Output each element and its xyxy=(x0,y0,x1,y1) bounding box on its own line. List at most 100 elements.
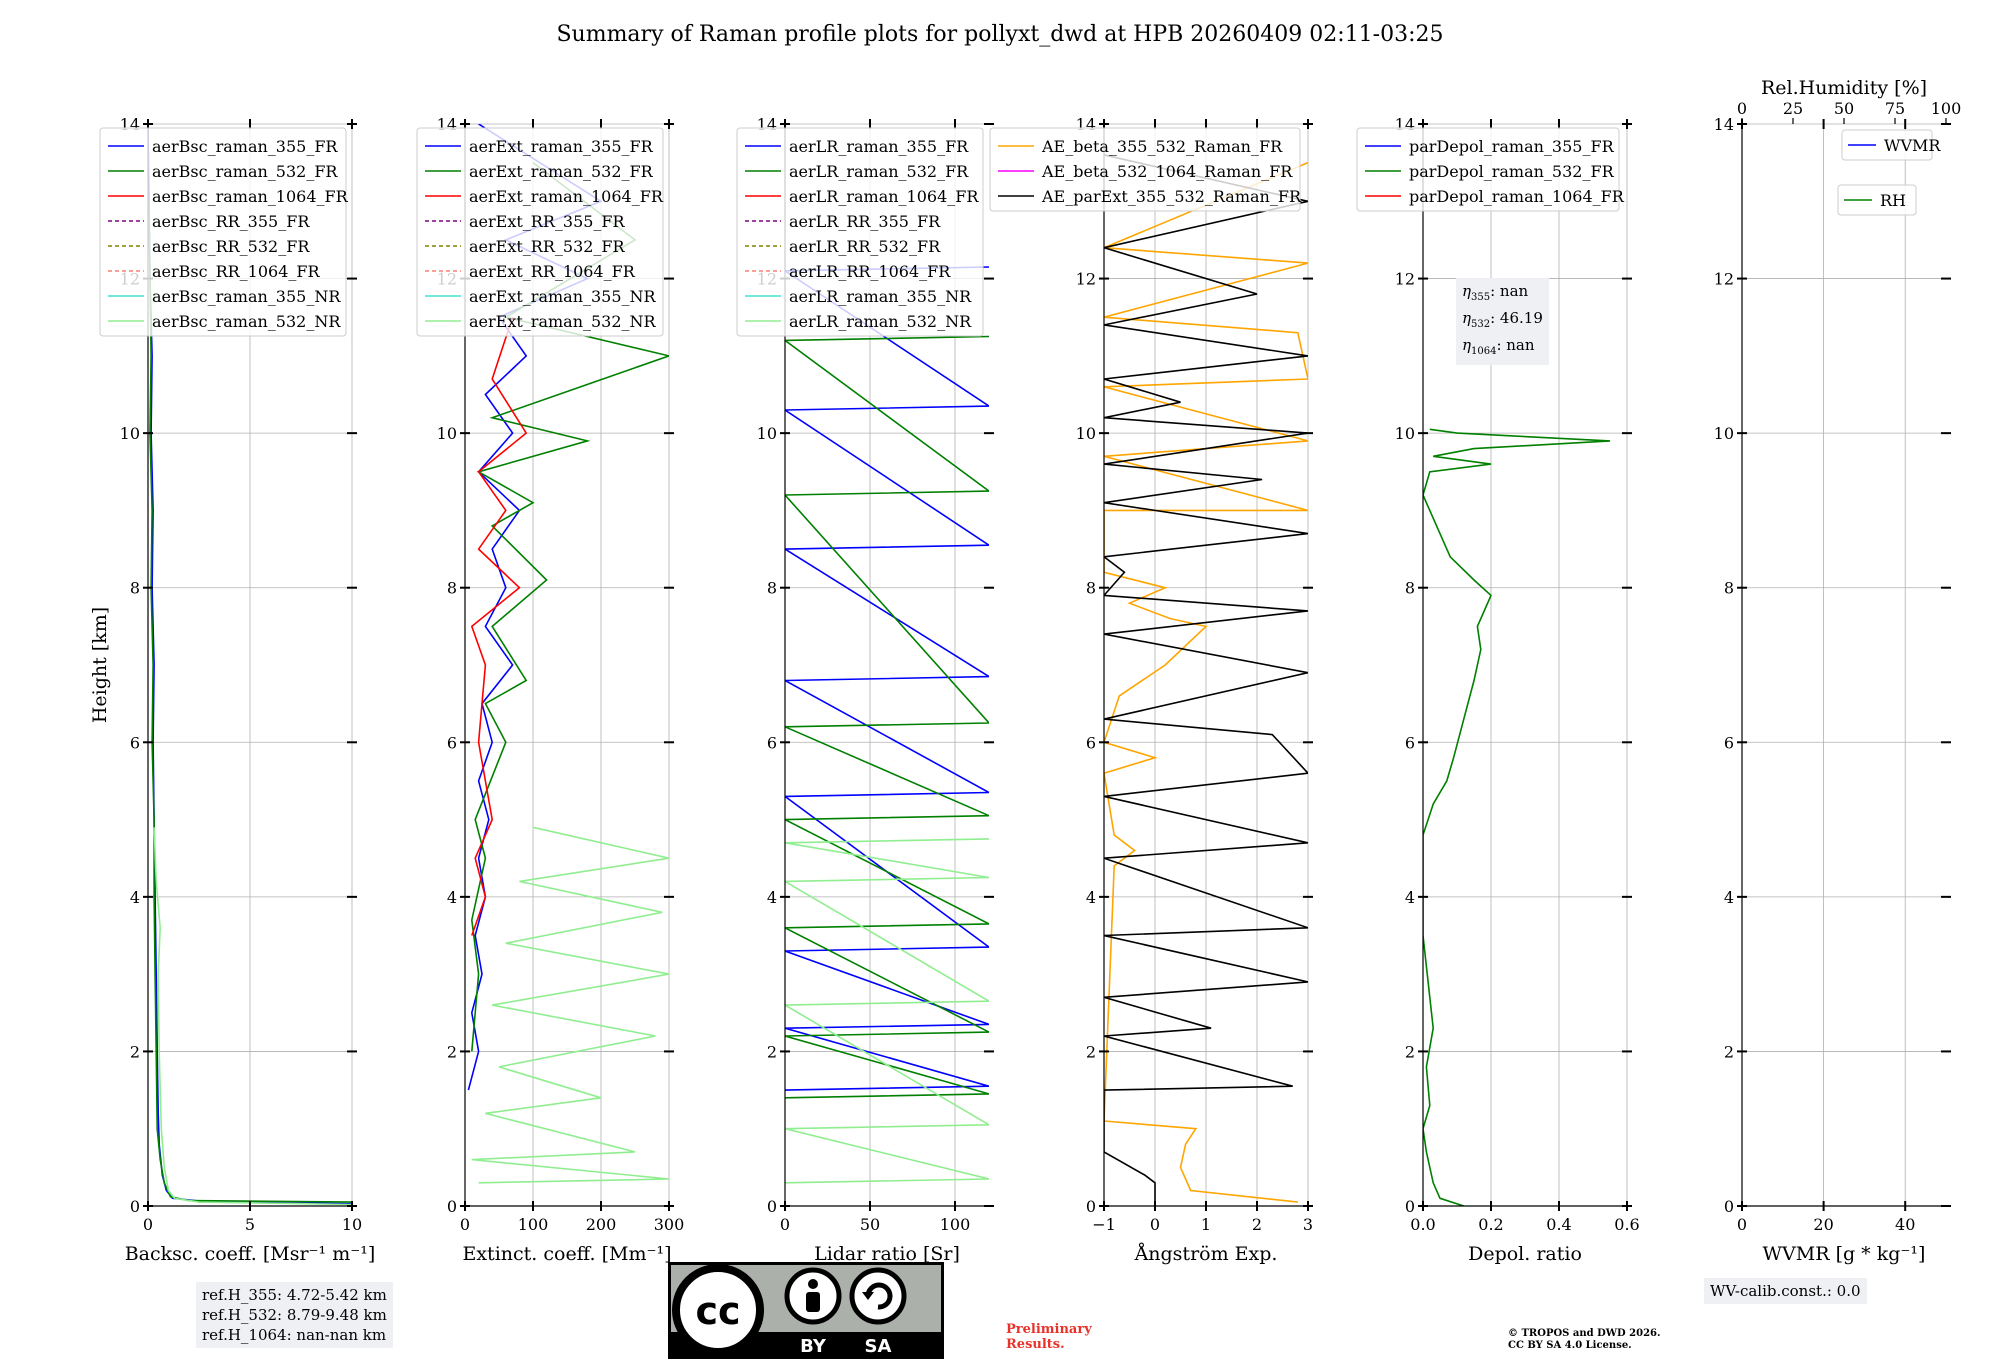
legend-label: aerExt_RR_532_FR xyxy=(469,237,626,256)
sa-icon-arrow xyxy=(865,1282,893,1310)
legend-label: aerBsc_RR_1064_FR xyxy=(152,262,321,281)
legend-label: aerBsc_raman_532_NR xyxy=(152,312,341,331)
top-tick-label: 25 xyxy=(1783,99,1803,118)
legend-box xyxy=(99,127,347,337)
x-axis-label: Depol. ratio xyxy=(1468,1243,1582,1265)
top-axis-label: Rel.Humidity [%] xyxy=(1761,77,1927,99)
legend-box xyxy=(1837,184,1917,216)
legend-label: AE_parExt_355_532_Raman_FR xyxy=(1041,187,1302,206)
figure-title: Summary of Raman profile plots for polly… xyxy=(556,22,1444,47)
x-tick-label: 200 xyxy=(586,1215,617,1234)
wv-calib-box: WV-calib.const.: 0.0 xyxy=(1704,1278,1867,1304)
badge-by-text: BY xyxy=(800,1336,827,1357)
x-tick-label: −1 xyxy=(1092,1215,1116,1234)
x-tick-label: 50 xyxy=(860,1215,880,1234)
x-tick-label: 100 xyxy=(940,1215,971,1234)
eta-box: η355: nan η532: 46.19 η1064: nan xyxy=(1456,278,1549,365)
y-tick-label: 2 xyxy=(1405,1042,1415,1061)
y-tick-label: 0 xyxy=(767,1197,777,1216)
y-tick-label: 8 xyxy=(130,579,140,598)
y-tick-label: 2 xyxy=(447,1042,457,1061)
legend-label: aerExt_raman_532_FR xyxy=(469,162,654,181)
x-tick-label: 100 xyxy=(518,1215,549,1234)
by-icon-head xyxy=(808,1279,818,1289)
legend-label: aerBsc_raman_1064_FR xyxy=(152,187,349,206)
panel-ext: 024681012140100200300Extinct. coeff. [Mm… xyxy=(416,115,685,1265)
legend-label: aerLR_raman_532_NR xyxy=(789,312,972,331)
legend-label: aerBsc_raman_355_FR xyxy=(152,137,338,156)
panel-bsc: 024681012140510Backsc. coeff. [Msr⁻¹ m⁻¹… xyxy=(89,115,375,1265)
series-line-aerExt_raman_532_NR xyxy=(471,826,669,1184)
x-tick-label: 3 xyxy=(1303,1215,1313,1234)
series-group xyxy=(1104,154,1308,1206)
x-tick-label: 300 xyxy=(654,1215,685,1234)
legend-label: aerExt_RR_1064_FR xyxy=(469,262,636,281)
y-tick-label: 8 xyxy=(1724,579,1734,598)
ref-height-532: ref.H_532: 8.79-9.48 km xyxy=(202,1306,387,1324)
x-axis-label: Lidar ratio [Sr] xyxy=(814,1243,960,1265)
eta-1064: η1064: nan xyxy=(1462,336,1535,357)
legend-box xyxy=(1841,129,1933,161)
y-tick-label: 10 xyxy=(1714,424,1734,443)
series-line-aerBsc_raman_532_NR xyxy=(153,827,352,1206)
series-line-aerLR_raman_532_FR xyxy=(785,335,989,1099)
y-tick-label: 10 xyxy=(1076,424,1096,443)
legend-label: aerLR_RR_532_FR xyxy=(789,237,941,256)
x-tick-label: 0.0 xyxy=(1410,1215,1435,1234)
x-tick-label: 0 xyxy=(1150,1215,1160,1234)
series-group xyxy=(785,266,989,1184)
y-tick-label: 6 xyxy=(447,733,457,752)
legend-label: aerExt_raman_355_NR xyxy=(469,287,657,306)
legend-label: WVMR xyxy=(1884,136,1941,155)
cc-icon-text: cc xyxy=(695,1289,740,1333)
series-line-aerBsc_raman_532_FR xyxy=(148,201,352,1203)
x-tick-label: 20 xyxy=(1813,1215,1833,1234)
y-tick-label: 10 xyxy=(437,424,457,443)
legend-label: aerLR_raman_1064_FR xyxy=(789,187,979,206)
legend-label: aerExt_RR_355_FR xyxy=(469,212,626,231)
y-tick-label: 4 xyxy=(1405,888,1415,907)
eta-532: η532: 46.19 xyxy=(1462,309,1543,330)
series-line-aerExt_raman_532_FR xyxy=(470,161,669,1052)
legend-label: RH xyxy=(1880,191,1906,210)
series-line-aerLR_raman_532_NR xyxy=(785,838,989,1184)
y-tick-label: 6 xyxy=(130,733,140,752)
eta-355: η355: nan xyxy=(1462,282,1529,303)
y-tick-label: 4 xyxy=(1086,888,1096,907)
wv-calib-const: WV-calib.const.: 0.0 xyxy=(1710,1282,1861,1300)
sa-icon xyxy=(849,1267,907,1325)
legend-label: aerLR_RR_355_FR xyxy=(789,212,941,231)
y-tick-label: 12 xyxy=(1076,270,1096,289)
x-tick-label: 0.6 xyxy=(1614,1215,1639,1234)
legend-label: aerBsc_RR_532_FR xyxy=(152,237,310,256)
badge-sa-text: SA xyxy=(865,1336,892,1357)
by-icon-body xyxy=(806,1292,820,1312)
cc-icon xyxy=(672,1264,764,1356)
y-tick-label: 0 xyxy=(447,1197,457,1216)
y-tick-label: 0 xyxy=(1405,1197,1415,1216)
series-line-aerExt_raman_1064_FR xyxy=(470,316,528,936)
preliminary-note: Preliminary Results. xyxy=(1006,1322,1092,1352)
x-tick-label: 2 xyxy=(1252,1215,1262,1234)
y-tick-label: 2 xyxy=(1724,1042,1734,1061)
x-tick-label: 0 xyxy=(1737,1215,1747,1234)
series-line-AE_parExt_355_532_Raman_FR xyxy=(1104,154,1308,1206)
legend-box xyxy=(989,127,1301,212)
reference-height-box: ref.H_355: 4.72-5.42 km ref.H_532: 8.79-… xyxy=(196,1282,393,1348)
y-tick-label: 4 xyxy=(447,888,457,907)
x-axis-label: WVMR [g * kg⁻¹] xyxy=(1763,1243,1926,1265)
series-group xyxy=(1423,428,1611,1206)
y-tick-label: 2 xyxy=(1086,1042,1096,1061)
y-tick-label: 10 xyxy=(757,424,777,443)
legend-label: AE_beta_532_1064_Raman_FR xyxy=(1041,162,1293,181)
y-tick-label: 8 xyxy=(1405,579,1415,598)
top-tick-label: 75 xyxy=(1885,99,1905,118)
y-tick-label: 14 xyxy=(1714,115,1734,134)
legend-label: aerLR_raman_355_NR xyxy=(789,287,972,306)
ref-height-355: ref.H_355: 4.72-5.42 km xyxy=(202,1286,387,1304)
y-tick-label: 6 xyxy=(1405,733,1415,752)
copyright-note: © TROPOS and DWD 2026. CC BY SA 4.0 Lice… xyxy=(1508,1328,1661,1351)
